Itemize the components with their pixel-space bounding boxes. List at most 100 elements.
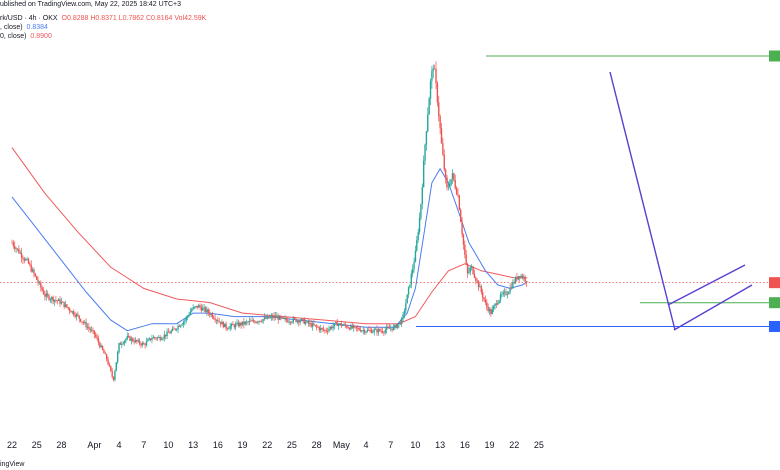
candle-body [307,321,310,324]
candle-body [95,334,97,337]
candle-body [481,292,484,298]
candle-body [436,82,439,103]
candle-body [283,317,285,319]
candle-body [107,359,109,365]
candle-body [508,292,510,295]
candle-body [517,276,520,280]
candle-body [486,302,488,307]
candle-body [25,259,27,261]
candle-body [63,302,65,307]
candle-body [497,302,499,305]
candle-body [328,328,330,331]
candle-body [181,324,183,326]
candlesticks [11,61,528,382]
candle-body [27,259,30,264]
candle-body [125,338,127,341]
candle-body [288,321,290,323]
candle-body [37,279,39,283]
candle-body [362,330,364,331]
candle-body [156,337,159,339]
candle-body [376,328,378,333]
candle-body [213,317,215,319]
candle-body [188,314,190,316]
candle-body [428,98,430,115]
price-badges [769,50,780,332]
candle-body [55,299,57,301]
candle-body [71,311,74,313]
candle-body [167,331,170,333]
candle-body [197,305,200,308]
candle-body [439,116,441,129]
candle-body [108,364,111,367]
candle-body [476,280,478,282]
candle-body [184,320,186,322]
candle-body [510,287,513,289]
candle-body [491,309,493,314]
candle-body [45,293,48,297]
level-lines [0,55,780,327]
candle-body [223,323,226,328]
candle-body [488,309,491,312]
candle-body [241,321,244,326]
candle-body [46,293,49,296]
x-tick-label: 13 [435,440,445,450]
candle-body [164,334,167,337]
candle-body [234,323,237,328]
candle-body [23,259,26,261]
candle-body [20,252,23,258]
candle-body [470,266,473,269]
candle-body [373,329,375,332]
candle-body [40,282,42,288]
candle-body [261,321,263,323]
candle-body [177,325,179,330]
x-axis: 22 25 28 Apr 4 7 10 13 16 19 22 25 28 May 4 7 10 13 16 19 22… [7,440,544,450]
candle-body [469,268,472,272]
candle-body [514,277,517,283]
candle-body [525,281,528,283]
candle-body [77,314,79,316]
high-price-badge [769,50,780,62]
candle-body [411,268,414,274]
candle-body [15,248,17,250]
candle-body [396,324,399,328]
candle-body [259,320,262,322]
candle-body [229,325,231,329]
x-tick-label: 22 [509,440,519,450]
candle-body [287,320,289,323]
candle-body [523,276,525,279]
candle-body [431,70,433,81]
candle-body [70,310,72,313]
mid-support-badge [769,297,780,309]
candle-body [11,242,13,244]
candle-body [105,354,108,360]
candle-body [413,261,415,269]
candle-body [293,318,296,320]
candle-body [263,317,266,320]
candle-body [208,312,211,315]
candle-body [174,328,176,330]
candle-body [455,188,458,195]
candle-body [214,318,216,321]
candle-body [420,204,422,218]
x-tick-label: 19 [485,440,495,450]
x-tick-label: 4 [364,440,369,450]
candle-body [414,250,417,262]
ma-fast-line [11,167,528,332]
tradingview-watermark: ingView [0,461,25,468]
candle-body [68,308,71,311]
candle-body [479,286,481,288]
candle-body [289,321,292,323]
candle-body [31,269,34,272]
candle-body [57,299,60,301]
candle-body [79,318,82,322]
candle-body [519,276,521,278]
channel-lower-line [673,284,753,331]
candle-body [132,338,134,342]
x-tick-label: 25 [32,440,42,450]
ma-slow-line [11,147,528,325]
candle-body [278,316,281,320]
candle-body [74,315,76,317]
candle-body [314,325,316,326]
candle-body [343,324,345,326]
